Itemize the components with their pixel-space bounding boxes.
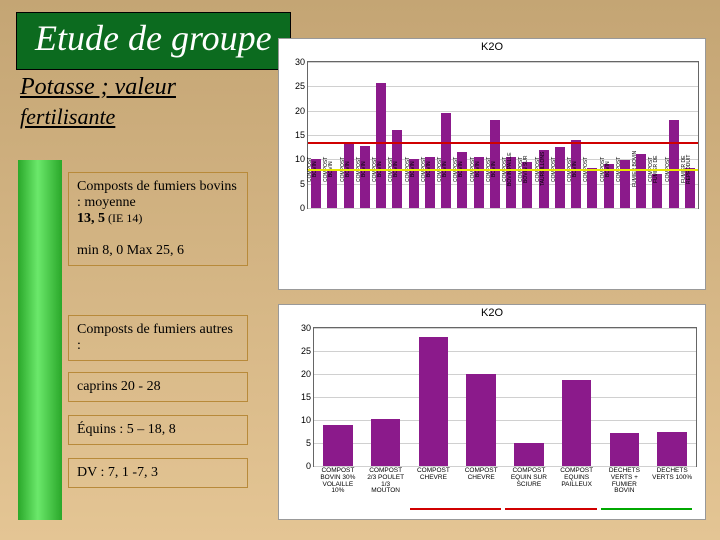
y-tick-label: 10 <box>295 154 308 164</box>
x-tick-label: COMPOSTCHEVRE <box>457 466 505 482</box>
y-tick-label: 20 <box>301 369 314 379</box>
reference-line <box>308 142 698 144</box>
reference-line <box>308 169 698 171</box>
bar <box>371 419 401 466</box>
y-tick-label: 30 <box>301 323 314 333</box>
chart-top-panel: K2O 051015202530COMPOSTBOVINCOMPOSTBOVIN… <box>278 38 706 290</box>
chart-bottom-plot: 051015202530COMPOSTBOVIN 30%VOLAILLE10%C… <box>313 327 697 467</box>
y-tick-label: 25 <box>295 81 308 91</box>
category-underline <box>505 508 597 510</box>
bar <box>323 425 353 466</box>
y-tick-label: 15 <box>295 130 308 140</box>
y-tick-label: 0 <box>306 461 314 471</box>
bar <box>657 432 687 466</box>
chart-bottom-title: K2O <box>279 305 705 319</box>
y-tick-label: 30 <box>295 57 308 67</box>
bovins-line2: 13, 5 (IE 14) <box>77 211 239 227</box>
x-tick-label: COMPOSTEQUINSPAILLEUX <box>553 466 601 488</box>
slide-subtitle: Potasse ; valeur fertilisante <box>20 72 250 132</box>
subtitle-line1: Potasse ; valeur <box>20 74 176 100</box>
bovins-line3: min 8, 0 Max 25, 6 <box>77 243 239 259</box>
bar <box>610 433 640 466</box>
bar <box>514 443 544 466</box>
bovins-line1: Composts de fumiers bovins : moyenne <box>77 179 239 211</box>
info-box-caprins: caprins 20 - 28 <box>68 372 248 402</box>
decorative-green-bar <box>18 160 62 520</box>
x-tick-label: COMPOSTEQUIN SURSCIURE <box>505 466 553 488</box>
category-underline <box>410 508 502 510</box>
x-tick-label: DECHETSVERTS 100% <box>648 466 696 482</box>
bar <box>466 374 496 466</box>
slide-title: Etude de groupe <box>16 12 291 70</box>
x-tick-label: COMPOSTCHEVRE <box>410 466 458 482</box>
chart-bottom-panel: K2O 051015202530COMPOSTBOVIN 30%VOLAILLE… <box>278 304 706 520</box>
category-underline <box>601 508 693 510</box>
x-tick-label: COMPOST2/3 POULET1/3MOUTON <box>362 466 410 495</box>
info-box-bovins: Composts de fumiers bovins : moyenne 13,… <box>68 172 248 266</box>
chart-top-title: K2O <box>279 39 705 53</box>
subtitle-line2: fertilisante <box>20 104 115 129</box>
y-tick-label: 25 <box>301 346 314 356</box>
info-box-equins: Équins : 5 – 18, 8 <box>68 415 248 445</box>
x-tick-label: COMPOSTBOVIN 30%VOLAILLE10% <box>314 466 362 495</box>
x-tick-label: DECHETSVERTS +FUMIERBOVIN <box>601 466 649 495</box>
bar <box>419 337 449 466</box>
bar <box>562 380 592 466</box>
y-tick-label: 0 <box>300 203 308 213</box>
info-box-dv: DV : 7, 1 -7, 3 <box>68 458 248 488</box>
chart-top-plot: 051015202530COMPOSTBOVINCOMPOSTBOVINCOMP… <box>307 61 699 209</box>
y-tick-label: 20 <box>295 106 308 116</box>
info-box-autres: Composts de fumiers autres : <box>68 315 248 361</box>
y-tick-label: 15 <box>301 392 314 402</box>
y-tick-label: 10 <box>301 415 314 425</box>
y-tick-label: 5 <box>306 438 314 448</box>
